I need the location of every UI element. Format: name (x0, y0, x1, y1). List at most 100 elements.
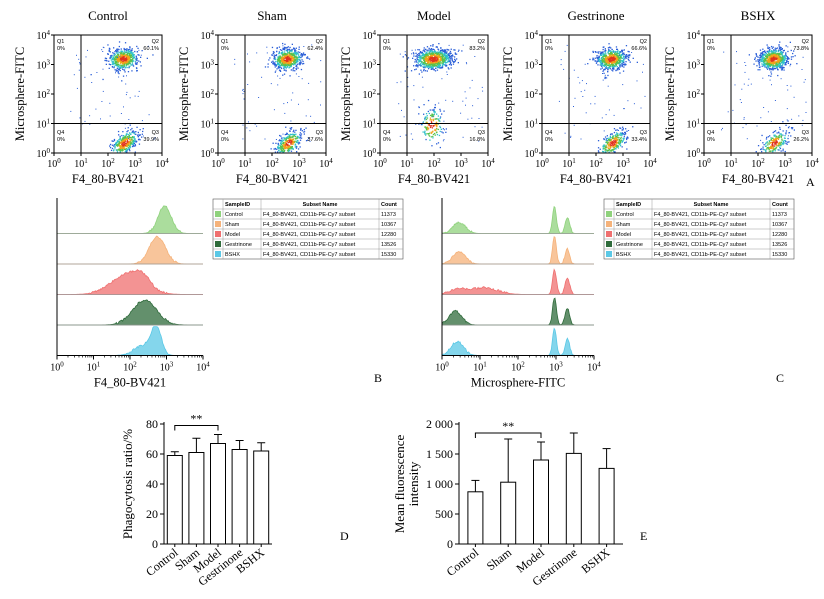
dot (776, 61, 778, 64)
dot (132, 52, 134, 54)
dot (602, 151, 604, 153)
dot (414, 61, 416, 63)
dot (417, 66, 419, 68)
dot (772, 55, 774, 57)
dot (778, 57, 780, 59)
dot (291, 53, 294, 55)
dot (128, 134, 131, 136)
dot (782, 50, 785, 52)
dot (294, 55, 296, 57)
dot (124, 48, 127, 51)
dot (413, 65, 415, 67)
dot (278, 65, 280, 68)
dot (426, 61, 429, 63)
dot (122, 53, 125, 55)
dot (762, 146, 764, 148)
legend-count: 12280 (381, 232, 396, 238)
dot (286, 50, 288, 52)
dot (282, 74, 284, 76)
dot (275, 70, 277, 72)
dot (774, 47, 776, 49)
dot (786, 58, 789, 60)
dot (291, 142, 293, 144)
dot (112, 56, 115, 58)
dot (421, 58, 423, 60)
dot (412, 138, 414, 140)
dot (121, 138, 123, 140)
dot (242, 88, 244, 90)
dot (283, 56, 285, 58)
dot (286, 54, 288, 56)
dot (242, 124, 244, 126)
dot (613, 146, 615, 148)
dot (426, 129, 428, 131)
x-tick-label: 104 (155, 157, 169, 170)
dot (292, 60, 294, 62)
dot (131, 145, 134, 148)
dot (425, 63, 427, 65)
dot (109, 115, 111, 117)
dot (280, 149, 282, 151)
dot (613, 55, 616, 57)
dot (296, 151, 298, 153)
dot (785, 53, 787, 55)
dot (114, 69, 116, 71)
dot (616, 67, 619, 70)
dot (627, 55, 629, 57)
dot (70, 110, 72, 112)
dot (281, 60, 283, 62)
dot (120, 139, 122, 141)
dot (604, 58, 606, 60)
dot (767, 63, 770, 65)
dot (780, 69, 783, 71)
dot (130, 64, 132, 66)
dot (778, 53, 781, 55)
dot (760, 55, 762, 58)
dot (605, 53, 607, 55)
dot (769, 53, 771, 55)
dot (431, 52, 433, 54)
dot (443, 110, 445, 112)
dot (765, 145, 767, 147)
dot (606, 56, 609, 58)
dot (130, 129, 132, 131)
dot (761, 65, 763, 67)
dot (288, 64, 291, 66)
dot (289, 130, 291, 132)
dot (426, 65, 428, 67)
dot (125, 134, 127, 136)
dot (282, 133, 284, 135)
dot (291, 127, 293, 129)
dot (602, 62, 604, 65)
dot (290, 52, 292, 55)
dot (613, 114, 615, 116)
dot (286, 140, 289, 142)
dot (427, 56, 430, 59)
dot (777, 149, 779, 151)
dot (420, 55, 422, 57)
dot (129, 63, 132, 65)
dot (289, 62, 291, 65)
dot (272, 63, 274, 65)
y-axis-label: Microsphere-FITC (13, 47, 27, 141)
dot (434, 62, 437, 64)
y-tick-label: 102 (687, 88, 701, 101)
dot (620, 137, 622, 140)
dot (127, 71, 130, 73)
dot (89, 115, 91, 117)
dot (608, 143, 610, 145)
dot (421, 51, 424, 54)
dot (765, 143, 767, 145)
dot (615, 57, 617, 59)
dot (292, 135, 294, 137)
dot (113, 145, 115, 147)
dot (446, 51, 448, 53)
dot (613, 51, 615, 53)
dot (284, 53, 286, 56)
dot (606, 57, 608, 60)
dot (127, 142, 129, 144)
dot (269, 57, 271, 59)
dot (109, 51, 111, 53)
dot (434, 129, 436, 131)
dot (426, 53, 428, 55)
